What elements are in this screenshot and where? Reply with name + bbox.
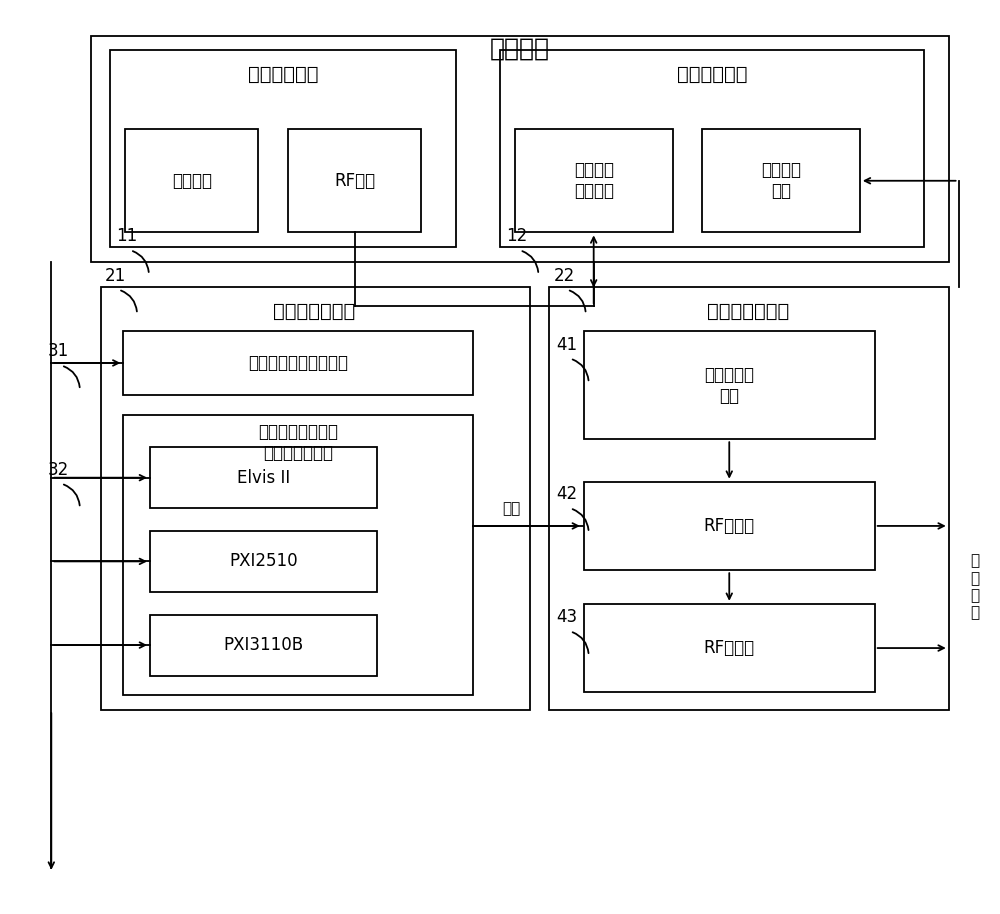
Text: RF参数: RF参数	[334, 172, 375, 190]
Text: PXI3110B: PXI3110B	[223, 636, 303, 654]
Bar	[123, 331, 473, 395]
Bar	[288, 129, 421, 232]
Bar	[584, 604, 875, 693]
Bar	[549, 287, 949, 710]
Bar	[150, 447, 377, 508]
Text: 21: 21	[105, 267, 126, 284]
Text: 诊
断
结
果: 诊 断 结 果	[971, 553, 980, 621]
Bar	[123, 415, 473, 696]
Bar	[702, 129, 860, 232]
Bar	[500, 50, 924, 247]
Bar	[584, 331, 875, 440]
Bar	[101, 287, 530, 710]
Bar	[515, 129, 673, 232]
Text: 31: 31	[48, 343, 69, 360]
Text: 结果显示模块: 结果显示模块	[677, 66, 747, 84]
Text: 42: 42	[556, 485, 578, 504]
Bar	[150, 614, 377, 675]
Bar	[91, 36, 949, 262]
Text: RF规则库: RF规则库	[704, 639, 755, 657]
Text: 32: 32	[48, 461, 69, 479]
Text: 22: 22	[553, 267, 575, 284]
Text: 电路输入
输出显示: 电路输入 输出显示	[574, 162, 614, 200]
Text: 参数控制模块: 参数控制模块	[248, 66, 318, 84]
Text: 诊断结果
显示: 诊断结果 显示	[761, 162, 801, 200]
Text: 模拟电路仿真软件模块: 模拟电路仿真软件模块	[248, 354, 348, 372]
Text: 41: 41	[556, 335, 578, 354]
Text: 数据预处理
模块: 数据预处理 模块	[704, 366, 754, 405]
Text: 43: 43	[556, 609, 578, 626]
Text: 电路参数: 电路参数	[172, 172, 212, 190]
Text: RF分类器: RF分类器	[704, 517, 755, 535]
Text: PXI2510: PXI2510	[229, 552, 298, 570]
Text: 故障诊断子系统: 故障诊断子系统	[707, 302, 790, 321]
Text: 11: 11	[117, 228, 138, 245]
Bar	[150, 531, 377, 592]
Text: 12: 12	[506, 228, 527, 245]
Bar	[125, 129, 258, 232]
Text: 模拟电路仿真硬件
和故障注入模块: 模拟电路仿真硬件 和故障注入模块	[258, 423, 338, 462]
Text: 数据: 数据	[503, 501, 521, 515]
Text: Elvis II: Elvis II	[237, 469, 290, 486]
Bar	[110, 50, 456, 247]
Bar	[584, 482, 875, 570]
Text: 用户界面: 用户界面	[490, 37, 550, 60]
Text: 故障仿真子系统: 故障仿真子系统	[273, 302, 356, 321]
